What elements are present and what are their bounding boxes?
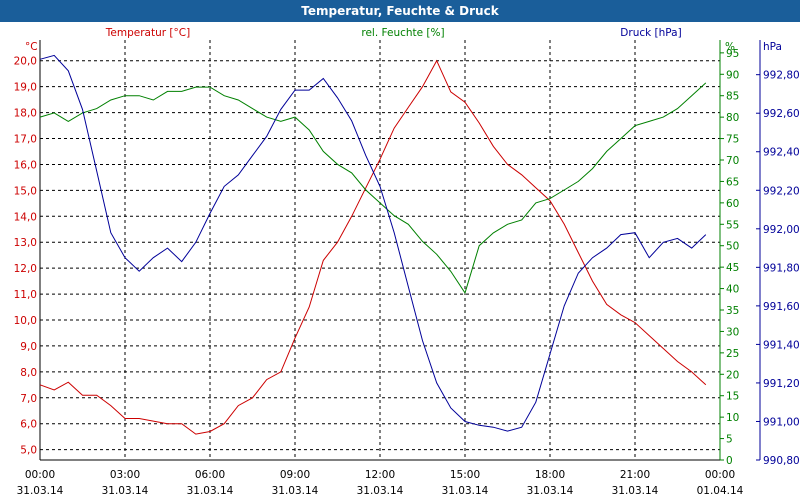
x-tick-label-date: 31.03.14 [527,485,574,497]
grid [40,40,720,460]
humidity-tick-label: 70 [726,155,739,167]
temperature-axis-label: Temperatur [°C] [105,27,190,39]
x-tick-label-date: 31.03.14 [102,485,149,497]
humidity-tick-label: 95 [726,48,739,60]
humidity-tick-label: 60 [726,198,739,210]
x-tick-label-date: 31.03.14 [17,485,64,497]
series-lines [39,54,707,435]
pressure-axis-label: Druck [hPa] [620,27,681,39]
x-tick-label-time: 18:00 [535,469,565,481]
x-tick-label-time: 09:00 [280,469,310,481]
x-tick-label-date: 31.03.14 [272,485,319,497]
temperature-tick-label: 18,0 [14,108,37,120]
humidity-tick-label: 25 [726,348,739,360]
x-tick-label-time: 21:00 [620,469,650,481]
humidity-unit-label: % [725,41,735,53]
temperature-series-line [39,59,707,435]
axes: 00:00 31.03.14 03:00 31.03.14 06:00 31.03.14 0… [14,40,800,497]
pressure-tick-label: 990,80 [763,455,800,467]
pressure-tick-label: 991,20 [763,378,800,390]
pressure-tick-label: 991,60 [763,301,800,313]
humidity-tick-label: 50 [726,241,739,253]
humidity-tick-label: 20 [726,369,739,381]
temperature-tick-label: 13,0 [14,237,37,249]
humidity-tick-label: 55 [726,219,739,231]
humidity-tick-label: 75 [726,134,739,146]
humidity-tick-label: 80 [726,112,739,124]
humidity-tick-label: 45 [726,262,739,274]
temperature-unit-label: °C [25,41,38,53]
pressure-tick-label: 992,60 [763,108,800,120]
pressure-tick-label: 992,80 [763,70,800,82]
pressure-unit-label: hPa [763,41,782,53]
x-tick-label-time: 12:00 [365,469,395,481]
pressure-tick-label: 992,40 [763,147,800,159]
humidity-tick-label: 5 [726,434,733,446]
x-tick-label-time: 15:00 [450,469,480,481]
humidity-tick-label: 30 [726,326,739,338]
pressure-series-line [39,54,707,432]
humidity-tick-label: 85 [726,91,739,103]
humidity-series-line [39,82,707,295]
pressure-tick-label: 992,00 [763,224,800,236]
x-tick-label-time: 00:00 [705,469,735,481]
temperature-tick-label: 5,0 [20,445,37,457]
pressure-tick-label: 991,80 [763,262,800,274]
humidity-tick-label: 65 [726,176,739,188]
temperature-tick-label: 16,0 [14,159,37,171]
x-tick-label-date: 31.03.14 [357,485,404,497]
x-tick-label-time: 03:00 [110,469,140,481]
x-tick-label-time: 00:00 [25,469,55,481]
x-tick-label-date: 31.03.14 [442,485,489,497]
temperature-tick-label: 12,0 [14,263,37,275]
temperature-tick-label: 9,0 [20,341,37,353]
humidity-tick-label: 35 [726,305,739,317]
temperature-tick-label: 6,0 [20,419,37,431]
chart-title: Temperatur, Feuchte & Druck [0,0,800,22]
temperature-tick-label: 19,0 [14,82,37,94]
temperature-tick-label: 14,0 [14,211,37,223]
temperature-tick-label: 20,0 [14,56,37,68]
humidity-tick-label: 10 [726,412,739,424]
pressure-tick-label: 991,40 [763,339,800,351]
x-tick-label-time: 06:00 [195,469,225,481]
humidity-tick-label: 15 [726,391,739,403]
temperature-tick-label: 11,0 [14,289,37,301]
humidity-axis-label: rel. Feuchte [%] [361,27,444,39]
temperature-tick-label: 15,0 [14,185,37,197]
pressure-tick-label: 992,20 [763,185,800,197]
humidity-tick-label: 0 [726,455,733,467]
temperature-tick-label: 8,0 [20,367,37,379]
x-tick-label-date: 01.04.14 [697,485,744,497]
temperature-tick-label: 10,0 [14,315,37,327]
x-tick-label-date: 31.03.14 [612,485,659,497]
humidity-tick-label: 40 [726,284,739,296]
temperature-tick-label: 17,0 [14,134,37,146]
temperature-tick-label: 7,0 [20,393,37,405]
x-tick-label-date: 31.03.14 [187,485,234,497]
humidity-tick-label: 90 [726,69,739,81]
pressure-tick-label: 991,00 [763,416,800,428]
